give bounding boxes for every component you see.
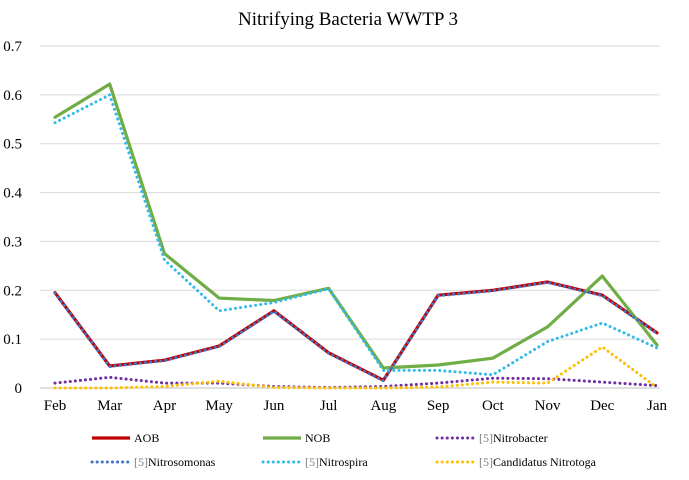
x-tick-label: Apr (153, 398, 176, 414)
x-tick-label: Jun (263, 398, 284, 414)
y-tick-label: 0.6 (3, 88, 22, 104)
y-axis-tick-labels: 0 0.1 0.2 0.3 0.4 0.5 0.6 0.7 (3, 39, 22, 397)
legend-item-candidatus-nitrotoga: [5]Candidatus Nitrotoga (435, 455, 597, 469)
y-tick-label: 0.5 (3, 137, 22, 153)
y-tick-label: 0.4 (3, 186, 22, 202)
x-tick-label: Nov (535, 398, 561, 414)
x-axis-tick-labels: Feb Mar Apr May Jun Jul Aug Sep Oct Nov Dec Jan (44, 398, 668, 414)
x-tick-label: Mar (97, 398, 122, 414)
series-lines (53, 82, 659, 390)
x-tick-label: Aug (370, 398, 396, 414)
legend-label: [5]Nitrosomonas (134, 455, 216, 469)
legend-label: NOB (305, 431, 330, 445)
x-tick-label: Sep (427, 398, 450, 414)
legend-label: AOB (134, 431, 159, 445)
x-tick-label: May (205, 398, 233, 414)
legend-label: [5]Nitrobacter (479, 431, 548, 445)
series-line-nob (53, 82, 659, 370)
legend-item-aob: AOB (92, 431, 159, 445)
series-line-nitrosomonas (53, 281, 659, 383)
series-line-candidatus-nitrotoga (53, 345, 659, 390)
legend-item-nob: NOB (263, 431, 330, 445)
y-tick-label: 0.3 (3, 234, 22, 250)
legend-item-nitrospira: [5]Nitrospira (261, 455, 368, 469)
legend: AOB NOB [5]Nitrobacter [5]Nitrosomonas [5]Ni… (90, 431, 597, 469)
legend-item-nitrosomonas: [5]Nitrosomonas (90, 455, 216, 469)
legend-item-nitrobacter: [5]Nitrobacter (435, 431, 548, 445)
legend-label: [5]Candidatus Nitrotoga (479, 455, 597, 469)
x-tick-label: Jan (647, 398, 667, 414)
x-tick-label: Dec (590, 398, 614, 414)
x-tick-label: Feb (44, 398, 67, 414)
y-tick-label: 0.2 (3, 283, 22, 299)
grid-lines (40, 45, 660, 389)
chart-title: Nitrifying Bacteria WWTP 3 (238, 9, 458, 30)
y-tick-label: 0.1 (3, 332, 22, 348)
series-line-nitrobacter (53, 375, 659, 389)
x-tick-label: Jul (320, 398, 338, 414)
legend-label: [5]Nitrospira (305, 455, 368, 469)
x-tick-label: Oct (482, 398, 504, 414)
series-line-nitrospira (53, 93, 659, 377)
y-tick-label: 0 (15, 381, 23, 397)
y-tick-label: 0.7 (3, 39, 22, 55)
